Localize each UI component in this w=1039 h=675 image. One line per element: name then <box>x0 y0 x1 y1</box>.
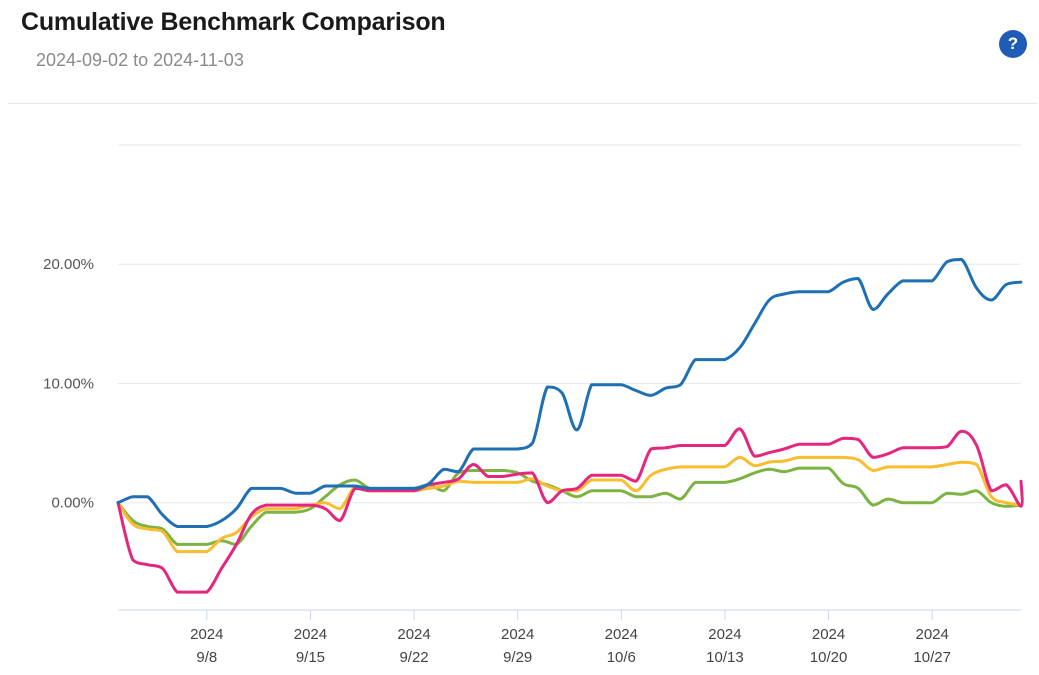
date-range-subtitle: 2024-09-02 to 2024-11-03 <box>36 50 244 70</box>
x-tick-label: 10/6 <box>607 649 636 666</box>
page-title: Cumulative Benchmark Comparison <box>21 8 446 36</box>
x-tick-label: 10/27 <box>913 649 951 666</box>
x-tick-label: 9/22 <box>399 649 428 666</box>
x-tick-year: 2024 <box>812 626 845 643</box>
series-line-pink <box>116 427 1024 594</box>
x-tick-label: 9/8 <box>196 649 217 666</box>
series-line-blue <box>116 258 1023 528</box>
y-tick-label: 10.00% <box>43 375 94 392</box>
x-tick-year: 2024 <box>605 626 638 643</box>
y-tick-label: 20.00% <box>43 256 94 273</box>
x-tick-label: 10/13 <box>706 649 744 666</box>
x-tick-year: 2024 <box>915 626 948 643</box>
x-tick-label: 9/29 <box>503 649 532 666</box>
header-divider <box>8 103 1037 104</box>
x-tick-year: 2024 <box>397 626 430 643</box>
series-line-green <box>116 466 1023 546</box>
x-tick-label: 9/15 <box>296 649 325 666</box>
question-circle-icon[interactable]: ? <box>999 30 1027 58</box>
x-tick-year: 2024 <box>294 626 327 643</box>
series-line-yellow <box>116 455 1023 554</box>
x-tick-year: 2024 <box>708 626 741 643</box>
y-tick-label: 0.00% <box>51 495 94 512</box>
x-tick-label: 10/20 <box>810 649 848 666</box>
x-tick-year: 2024 <box>501 626 534 643</box>
x-tick-year: 2024 <box>190 626 223 643</box>
